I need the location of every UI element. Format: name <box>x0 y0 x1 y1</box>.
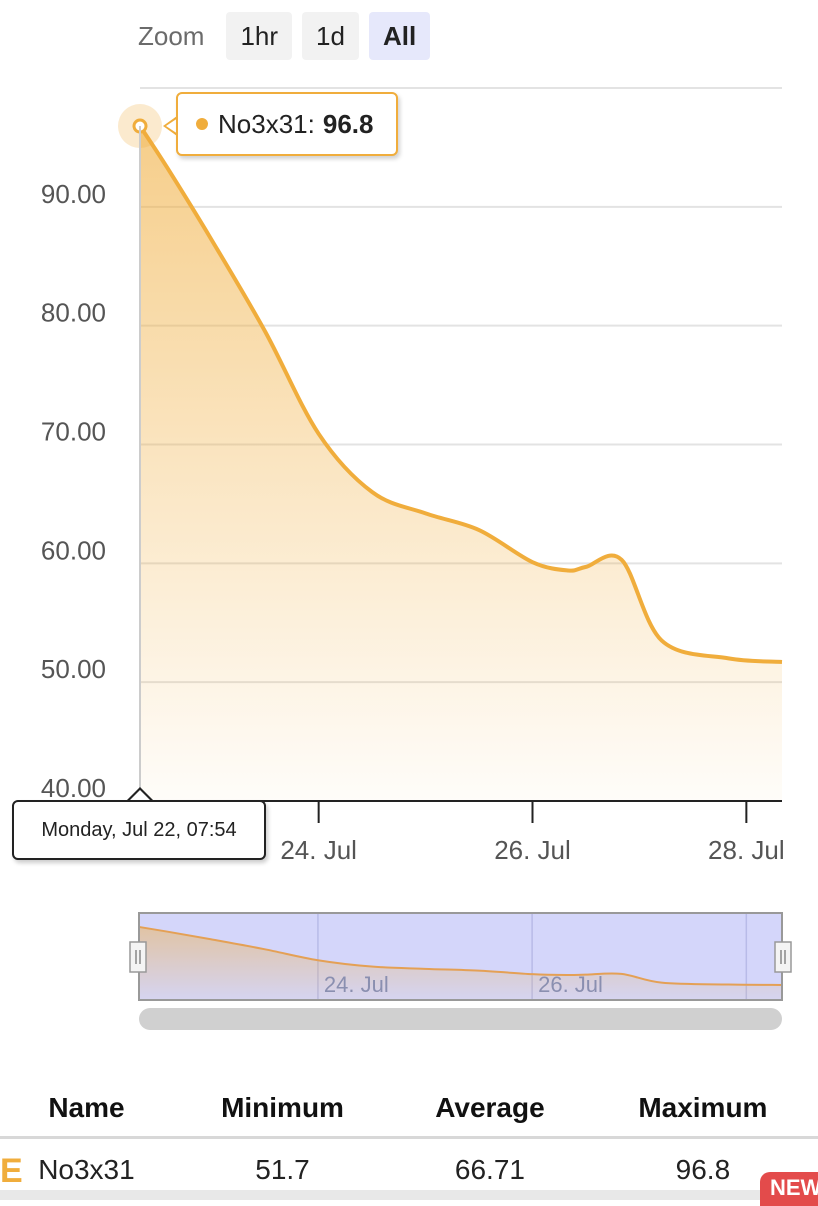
y-tick-label: 90.00 <box>41 179 106 209</box>
header-average: Average <box>392 1080 588 1139</box>
y-tick-label: 80.00 <box>41 298 106 328</box>
header-maximum: Maximum <box>587 1080 818 1139</box>
date-tooltip-arrow <box>126 787 154 802</box>
x-tick-label: 26. Jul <box>494 835 571 865</box>
cell-minimum: 51.7 <box>255 1154 310 1185</box>
series-line[interactable] <box>138 124 783 664</box>
table-row[interactable]: No3x31 51.7 66.71 96.8 <box>0 1138 818 1202</box>
zoom-label: Zoom <box>138 20 205 51</box>
navigator-x-axis: 24. Jul 26. Jul <box>324 972 603 997</box>
x-tick-label: 24. Jul <box>280 835 357 865</box>
navigator-series-area <box>139 926 782 1000</box>
series-tooltip: No3x31: 96.8 <box>176 92 398 156</box>
navigator-tick-label: 24. Jul <box>324 972 389 997</box>
y-tick-label: 60.00 <box>41 535 106 565</box>
navigator-handle-left[interactable] <box>129 941 147 973</box>
date-tooltip: Monday, Jul 22, 07:54 <box>12 800 266 860</box>
x-tick-label: 28. Jul <box>708 835 785 865</box>
zoom-bar: Zoom 1hr 1d All <box>138 12 431 60</box>
y-tick-label: 40.00 <box>41 773 106 803</box>
tooltip-value: 96.8 <box>322 108 374 139</box>
new-badge: NEW <box>760 1172 818 1206</box>
cell-maximum: 96.8 <box>675 1154 731 1185</box>
navigator[interactable]: 24. Jul 26. Jul <box>129 912 792 1001</box>
zoom-1hr-button[interactable]: 1hr <box>226 12 293 60</box>
scrollbar[interactable] <box>139 1008 782 1030</box>
tooltip-arrow <box>163 116 178 136</box>
cell-name: No3x31 <box>38 1154 135 1185</box>
series-dot-icon <box>196 118 208 130</box>
y-tick-label: 50.00 <box>41 654 106 684</box>
chart-canvas: 40.00 50.00 60.00 70.00 80.00 90.00 24. Jul 26… <box>41 87 792 1030</box>
y-axis: 40.00 50.00 60.00 70.00 80.00 90.00 <box>41 179 106 803</box>
x-axis: 24. Jul 26. Jul 28. Jul <box>280 801 785 865</box>
series-area <box>140 126 782 801</box>
zoom-all-button[interactable]: All <box>368 12 431 60</box>
summary-table: Name Minimum Average Maximum No3x31 51.7… <box>0 1080 818 1201</box>
zoom-1d-button[interactable]: 1d <box>302 12 359 60</box>
y-tick-label: 70.00 <box>41 417 106 447</box>
navigator-handle-right[interactable] <box>774 941 792 973</box>
summary-header-row: Name Minimum Average Maximum <box>0 1080 818 1139</box>
navigator-tick-label: 26. Jul <box>538 972 603 997</box>
navigator-series-line <box>138 925 783 986</box>
series-legend-icon[interactable]: Ε <box>0 1152 23 1190</box>
tooltip-series-name: No3x31 <box>218 108 308 139</box>
bottom-shade <box>0 1190 818 1200</box>
cell-average: 66.71 <box>454 1154 525 1185</box>
header-name: Name <box>0 1080 173 1139</box>
header-minimum: Minimum <box>172 1080 393 1139</box>
